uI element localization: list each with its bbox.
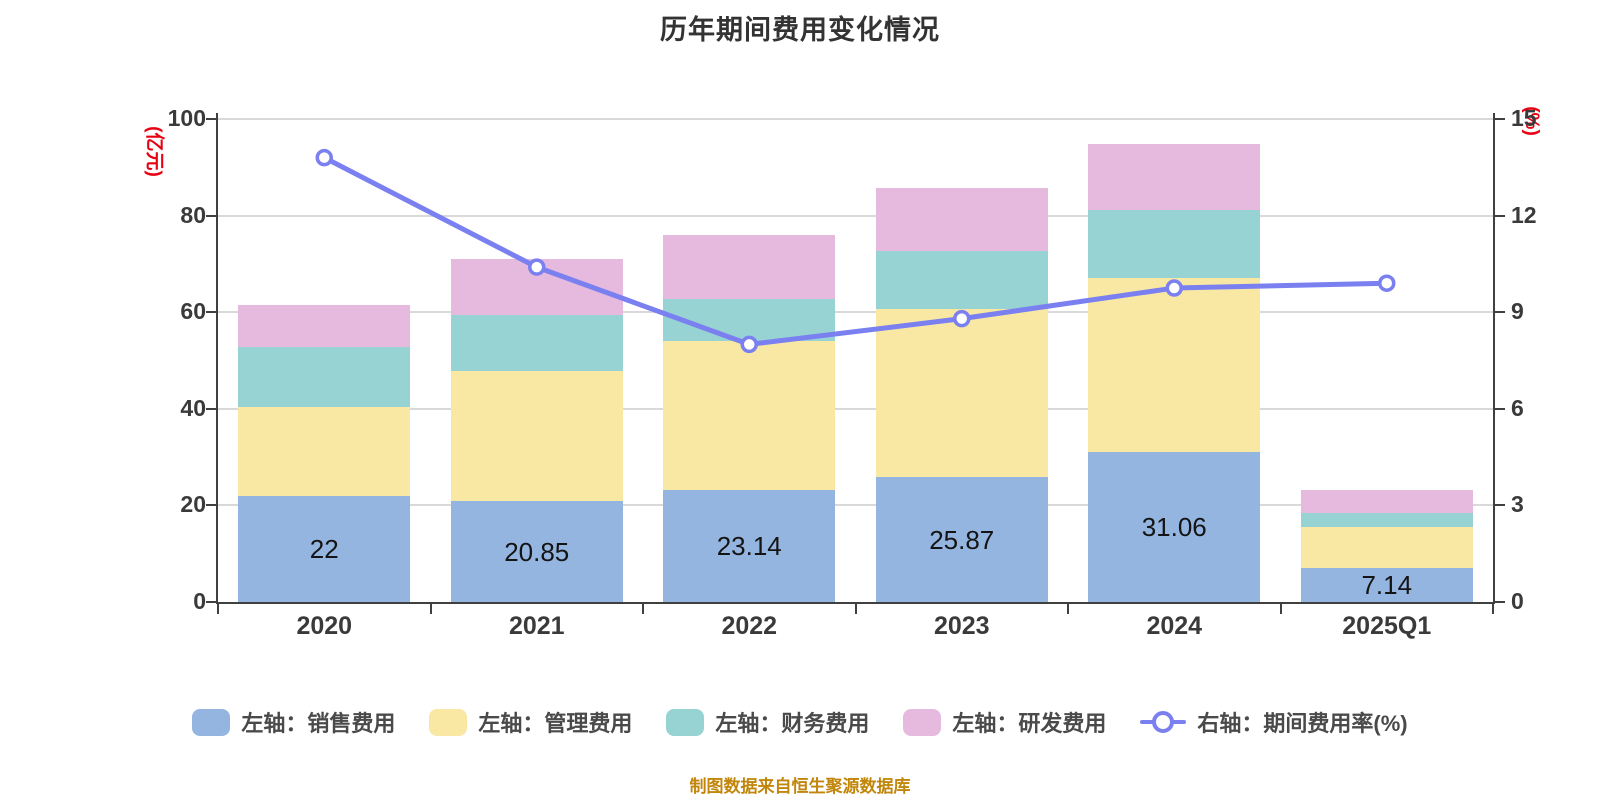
- x-axis-tick: [1492, 604, 1494, 614]
- bar-segment-admin: [663, 340, 836, 491]
- x-axis-tick: [429, 604, 432, 614]
- legend-label: 左轴：管理费用: [478, 711, 633, 736]
- x-axis-tick-label: 2020: [296, 612, 353, 640]
- legend-label: 左轴：销售费用: [241, 711, 396, 736]
- y-axis-line-right: [1493, 113, 1495, 604]
- left-axis-tick-label: 0: [193, 588, 206, 614]
- right-axis-tick: [1495, 504, 1505, 507]
- legend-swatch-icon: [192, 708, 231, 736]
- x-axis-tick-label: 2024: [1146, 612, 1203, 640]
- bar-segment-finance: [1088, 209, 1261, 278]
- gridline: [218, 118, 1493, 120]
- right-axis-tick-label: 9: [1511, 298, 1524, 325]
- x-axis-tick-label: 2023: [933, 612, 990, 640]
- legend-circle-icon: [1152, 711, 1175, 733]
- left-axis-tick-label: 80: [180, 201, 206, 228]
- legend-item-expense-ratio[interactable]: 右轴：期间费用率(%): [1140, 706, 1408, 738]
- bar-segment-admin: [1088, 277, 1261, 452]
- x-axis-tick-label: 2025Q1: [1342, 612, 1432, 640]
- x-axis-tick-label: 2021: [508, 612, 565, 640]
- left-axis-tick-label: 20: [180, 491, 206, 518]
- bar-segment-finance: [663, 298, 836, 341]
- bar-segment-rd: [875, 188, 1048, 251]
- x-axis-line: [216, 602, 1495, 604]
- bar-value-label: 23.14: [716, 531, 782, 562]
- bar-value-label: 22: [309, 533, 339, 564]
- x-axis-tick-label: 2022: [721, 612, 778, 640]
- legend-label: 左轴：研发费用: [952, 711, 1107, 736]
- bar-segment-rd: [1300, 490, 1473, 514]
- right-axis-tick-label: 15: [1511, 105, 1537, 131]
- left-axis-tick: [206, 407, 216, 410]
- data-source-note: 制图数据来自恒生聚源数据库: [689, 777, 911, 796]
- right-axis-tick-label: 3: [1511, 491, 1524, 518]
- left-axis-tick: [206, 504, 216, 507]
- legend-item-admin[interactable]: 左轴：管理费用: [429, 706, 632, 738]
- left-axis-tick: [206, 214, 216, 217]
- x-axis-tick: [1279, 604, 1282, 614]
- legend-item-rd[interactable]: 左轴：研发费用: [903, 706, 1106, 738]
- bar-segment-sales: [875, 477, 1048, 602]
- left-axis-tick-label: 60: [180, 298, 206, 325]
- right-axis-tick: [1495, 407, 1505, 410]
- bar-segment-rd: [450, 258, 623, 315]
- left-axis-tick: [206, 118, 216, 120]
- x-axis-tick: [642, 604, 644, 614]
- bar-segment-admin: [1300, 527, 1473, 568]
- legend-item-sales[interactable]: 左轴：销售费用: [192, 706, 395, 738]
- right-axis-tick: [1495, 601, 1505, 603]
- bar-segment-finance: [1300, 513, 1473, 528]
- x-axis-tick: [1067, 604, 1069, 614]
- right-axis-tick-label: 12: [1511, 201, 1537, 228]
- bar-segment-admin: [238, 407, 411, 496]
- left-axis-tick: [206, 311, 216, 314]
- chart-title: 历年期间费用变化情况: [660, 15, 940, 45]
- bar-segment-finance: [450, 314, 623, 372]
- x-axis-tick: [217, 604, 219, 614]
- y-axis-line-left: [216, 113, 218, 604]
- legend-label: 右轴：期间费用率(%): [1197, 711, 1408, 736]
- bar-segment-finance: [875, 251, 1048, 310]
- legend-swatch-icon: [429, 708, 468, 736]
- gridline: [218, 214, 1493, 217]
- bar-segment-admin: [450, 371, 623, 502]
- bar-value-label: 25.87: [929, 524, 995, 555]
- gridline: [218, 504, 1493, 507]
- right-axis-tick: [1495, 311, 1505, 314]
- gridline: [218, 407, 1493, 410]
- bar-segment-sales: [663, 490, 836, 602]
- bar-segment-admin: [875, 309, 1048, 478]
- bar-value-label: 31.06: [1141, 511, 1207, 542]
- left-axis-tick: [206, 601, 216, 603]
- right-axis-tick: [1495, 118, 1505, 120]
- legend-item-finance[interactable]: 左轴：财务费用: [666, 706, 869, 738]
- legend-label: 左轴：财务费用: [715, 711, 870, 736]
- bar-segment-sales: [1088, 451, 1261, 602]
- bar-segment-sales: [238, 495, 411, 602]
- legend-swatch-icon: [666, 708, 705, 736]
- bar-segment-rd: [238, 304, 411, 348]
- x-axis-tick: [854, 604, 857, 614]
- bar-segment-sales: [450, 501, 623, 602]
- bar-segment-sales: [1300, 567, 1473, 602]
- right-axis-tick-label: 6: [1511, 394, 1524, 421]
- legend: 左轴：销售费用 左轴：管理费用 左轴：财务费用 左轴：研发费用 右轴：期间费用率(%): [0, 698, 1600, 746]
- legend-swatch-icon: [903, 708, 942, 736]
- bar-value-label: 20.85: [504, 536, 570, 567]
- right-axis-tick-label: 0: [1511, 588, 1524, 614]
- left-axis-tick-label: 100: [167, 105, 206, 131]
- bar-segment-rd: [1088, 143, 1261, 210]
- right-axis-tick: [1495, 214, 1505, 217]
- legend-line-marker-icon: [1140, 709, 1187, 735]
- left-axis-tick-label: 40: [180, 394, 206, 421]
- bar-segment-finance: [238, 347, 411, 408]
- bar-segment-rd: [663, 235, 836, 299]
- bar-value-label: 7.14: [1361, 569, 1413, 600]
